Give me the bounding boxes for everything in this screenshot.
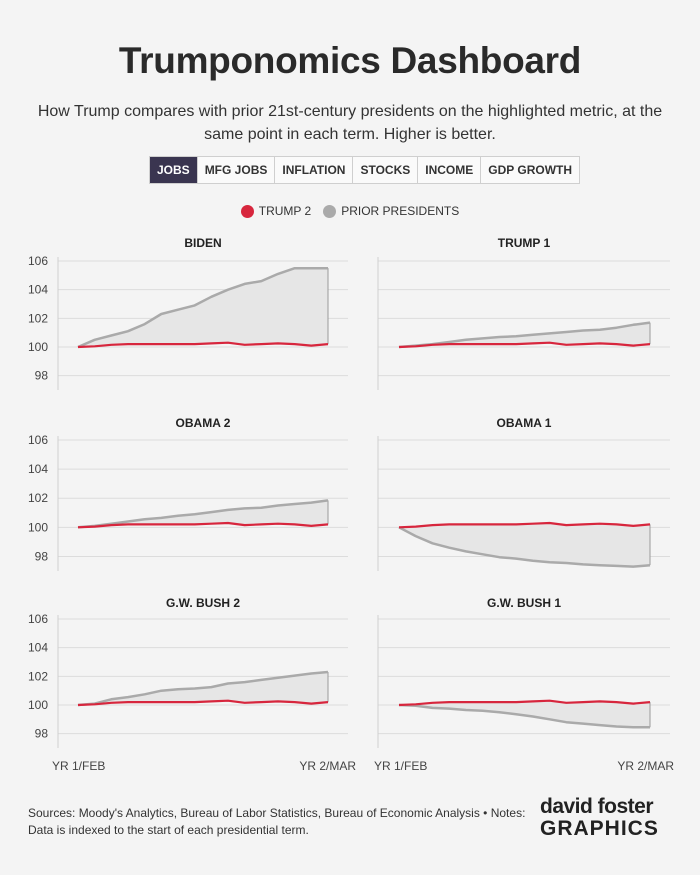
logo-line-2: GRAPHICS <box>540 817 659 840</box>
prior-presidents-line <box>77 670 329 707</box>
trump-2-line <box>77 521 329 529</box>
prior-presidents-line <box>398 526 651 568</box>
prior-presidents-line <box>398 321 651 349</box>
y-tick-label: 104 <box>28 462 48 476</box>
legend-label-trump: TRUMP 2 <box>258 204 312 218</box>
trump-2-line <box>77 341 329 349</box>
y-tick-label: 104 <box>28 283 48 297</box>
chart-panel: TRUMP 1 <box>377 236 670 390</box>
chart-title: BIDEN <box>184 236 221 250</box>
y-tick-label: 98 <box>35 369 49 383</box>
prior-presidents-line <box>77 499 329 529</box>
chart-panel: BIDEN 98 100 102 104 106 <box>28 236 348 390</box>
tab-jobs[interactable]: JOBS <box>150 157 198 183</box>
y-tick-label: 100 <box>28 340 48 354</box>
trump-2-line <box>398 521 651 529</box>
legend-item-trump: TRUMP 2 <box>240 204 312 218</box>
tab-stocks[interactable]: STOCKS <box>353 157 419 183</box>
y-tick-label: 100 <box>28 520 48 534</box>
chart-title: OBAMA 1 <box>497 416 552 430</box>
prior-dot-icon <box>323 204 337 218</box>
y-tick-label: 106 <box>28 254 48 268</box>
trump-dot-icon <box>240 204 254 218</box>
legend-label-prior: PRIOR PRESIDENTS <box>341 204 460 218</box>
gap-area <box>399 523 650 567</box>
chart-title: OBAMA 2 <box>176 416 231 430</box>
chart-panel: OBAMA 2 98 100 102 104 106 <box>28 416 348 571</box>
y-tick-label: 106 <box>28 612 48 626</box>
sources-note: Sources: Moody's Analytics, Bureau of La… <box>28 806 526 837</box>
x-tick-label: YR 2/MAR <box>617 759 674 773</box>
tab-mfg-jobs[interactable]: MFG JOBS <box>198 157 276 183</box>
chart-title: G.W. BUSH 1 <box>487 596 561 610</box>
gap-area <box>399 700 650 728</box>
y-tick-label: 98 <box>35 727 49 741</box>
tab-income[interactable]: INCOME <box>418 157 482 183</box>
brand-logo: david foster GRAPHICS <box>540 796 675 840</box>
y-tick-label: 106 <box>28 433 48 447</box>
chart-panel: G.W. BUSH 1 YR 1/FEB YR 2/MAR <box>374 596 674 773</box>
trump-2-line <box>398 699 651 707</box>
prior-presidents-line <box>77 266 328 349</box>
chart-panel: OBAMA 1 <box>377 416 670 571</box>
y-tick-label: 100 <box>28 698 48 712</box>
x-tick-label: YR 2/MAR <box>299 759 356 773</box>
x-tick-label: YR 1/FEB <box>52 759 105 773</box>
metric-tabs: JOBS MFG JOBS INFLATION STOCKS INCOME GD… <box>149 156 581 184</box>
chart-title: G.W. BUSH 2 <box>166 596 240 610</box>
y-tick-label: 102 <box>28 311 48 325</box>
y-tick-label: 104 <box>28 641 48 655</box>
y-tick-label: 98 <box>35 549 49 563</box>
prior-presidents-line <box>398 703 650 729</box>
gap-area <box>78 268 328 347</box>
chart-legend: TRUMP 2 PRIOR PRESIDENTS <box>0 204 700 218</box>
y-tick-label: 102 <box>28 491 48 505</box>
trump-2-line <box>77 699 329 707</box>
trump-2-line <box>398 341 651 349</box>
chart-panel: G.W. BUSH 2 98 100 102 104 106 YR 1/FEB YR 2/MA… <box>28 596 356 773</box>
legend-item-prior: PRIOR PRESIDENTS <box>323 204 459 218</box>
tab-gdp-growth[interactable]: GDP GROWTH <box>488 163 573 177</box>
page-subtitle: How Trump compares with prior 21st-centu… <box>37 103 663 143</box>
logo-line-1: david foster <box>540 795 654 818</box>
x-tick-label: YR 1/FEB <box>374 759 427 773</box>
tab-inflation[interactable]: INFLATION <box>275 157 354 183</box>
page-title: Trumponomics Dashboard <box>118 40 582 81</box>
y-tick-label: 102 <box>28 669 48 683</box>
chart-title: TRUMP 1 <box>498 236 551 250</box>
